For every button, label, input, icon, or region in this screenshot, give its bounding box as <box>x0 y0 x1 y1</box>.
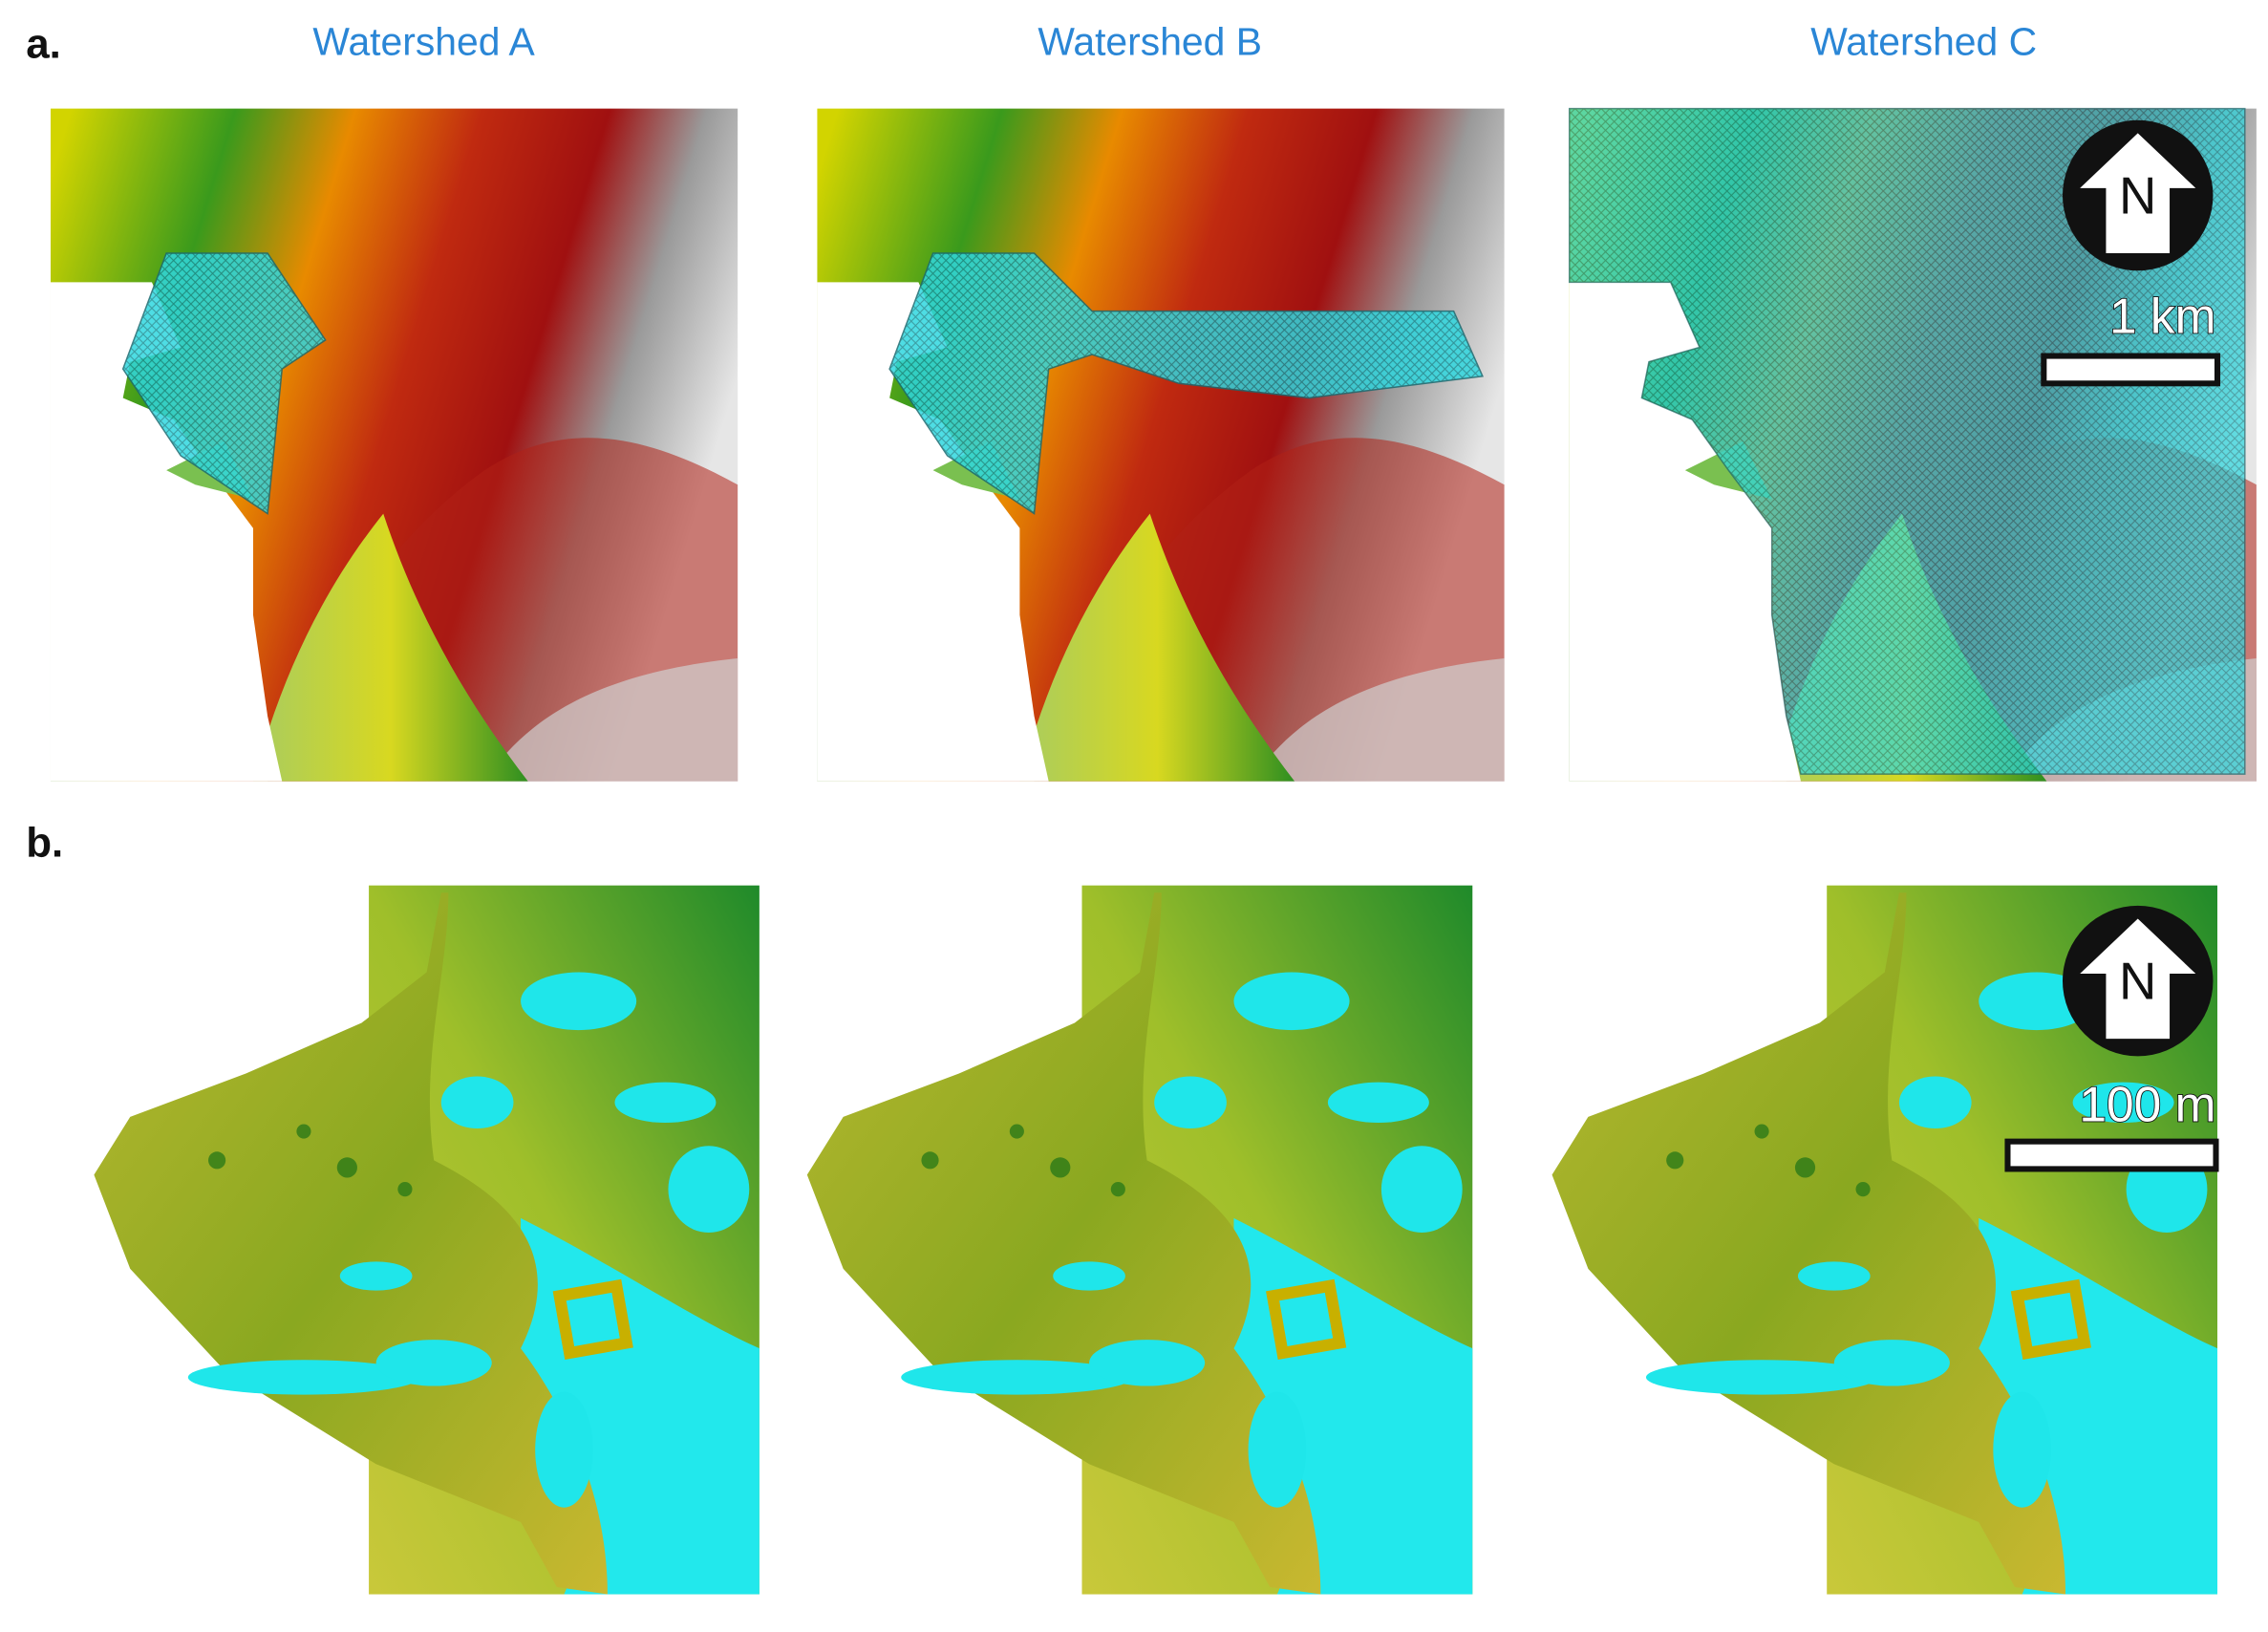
map <box>50 108 738 782</box>
north-arrow: N <box>2063 905 2214 1057</box>
watershed-overlay <box>1568 107 2246 775</box>
scale-label: 100 m <box>2079 1076 2215 1131</box>
panel-label: b. <box>26 819 63 866</box>
panel-title: Watershed B <box>1038 20 1262 64</box>
map-shape <box>2080 133 2196 254</box>
map <box>817 108 1505 782</box>
map-shape <box>2080 918 2196 1040</box>
panel-title: Watershed A <box>312 20 535 64</box>
watershed-overlay <box>888 252 1484 515</box>
watershed-overlay <box>121 252 327 515</box>
scale-bar <box>2004 1138 2219 1172</box>
map <box>807 886 1472 1595</box>
north-label: N <box>2119 166 2156 225</box>
north-arrow: N <box>2063 119 2214 271</box>
scale-bar <box>2041 353 2221 387</box>
north-label: N <box>2119 953 2156 1011</box>
map <box>94 886 759 1595</box>
panel-title: Watershed C <box>1810 20 2037 64</box>
scale-label: 1 km <box>2109 288 2216 343</box>
panel-label: a. <box>26 21 61 68</box>
